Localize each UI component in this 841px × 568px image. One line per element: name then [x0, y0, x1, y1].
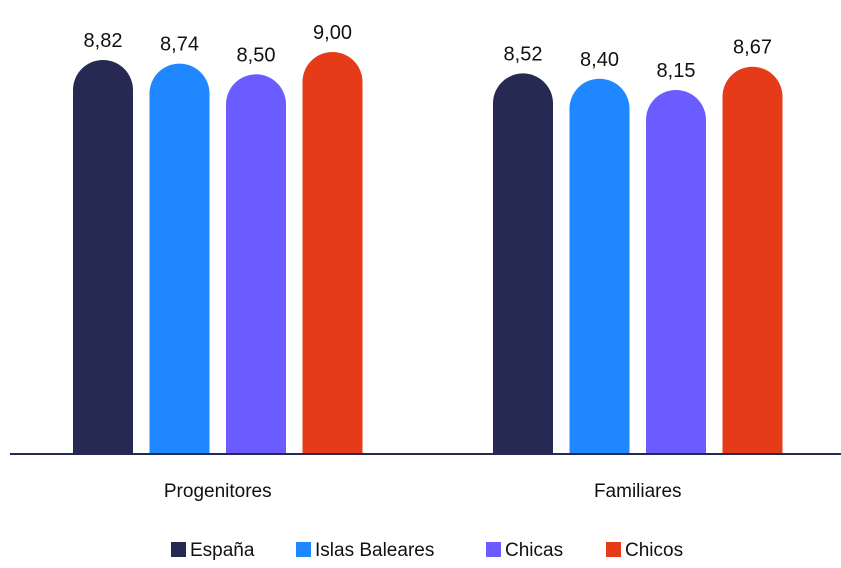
bar-familiares-espana [493, 73, 553, 454]
value-label-progenitores-espana: 8,82 [84, 30, 123, 52]
bar-progenitores-chicas [226, 74, 286, 455]
legend-item-islas-baleares: Islas Baleares [296, 540, 434, 561]
bar-familiares-chicas [646, 89, 706, 454]
value-label-progenitores-islas-baleares: 8,74 [160, 34, 199, 56]
value-label-progenitores-chicos: 9,00 [313, 22, 352, 44]
bar-familiares-islas-baleares [569, 78, 630, 455]
legend-label-espana: España [190, 540, 255, 561]
bar-progenitores-islas-baleares [149, 63, 210, 455]
value-label-familiares-chicas: 8,15 [657, 60, 696, 82]
legend: España Islas Baleares Chicas Chicos [171, 540, 683, 561]
category-label-familiares: Familiares [594, 481, 682, 502]
legend-item-espana: España [171, 540, 255, 561]
legend-swatch-islas-baleares [296, 542, 311, 557]
legend-item-chicas: Chicas [486, 540, 563, 561]
value-labels-layer: 8,82 8,74 8,50 9,00 8,52 8,40 8,15 8,67 [84, 22, 772, 82]
legend-label-islas-baleares: Islas Baleares [315, 540, 434, 561]
value-label-progenitores-chicas: 8,50 [237, 44, 276, 66]
legend-item-chicos: Chicos [606, 540, 683, 561]
legend-label-chicas: Chicas [505, 540, 563, 561]
bars-layer [73, 51, 783, 455]
bar-progenitores-chicos [302, 51, 363, 454]
legend-swatch-espana [171, 542, 186, 557]
legend-swatch-chicos [606, 542, 621, 557]
legend-label-chicos: Chicos [625, 540, 683, 561]
legend-swatch-chicas [486, 542, 501, 557]
bar-progenitores-espana [73, 60, 133, 455]
value-label-familiares-espana: 8,52 [504, 43, 543, 65]
value-label-familiares-islas-baleares: 8,40 [580, 49, 619, 71]
bar-familiares-chicos [722, 66, 783, 454]
category-label-progenitores: Progenitores [164, 481, 272, 502]
value-label-familiares-chicos: 8,67 [733, 37, 772, 59]
category-labels-layer: Progenitores Familiares [164, 481, 682, 502]
